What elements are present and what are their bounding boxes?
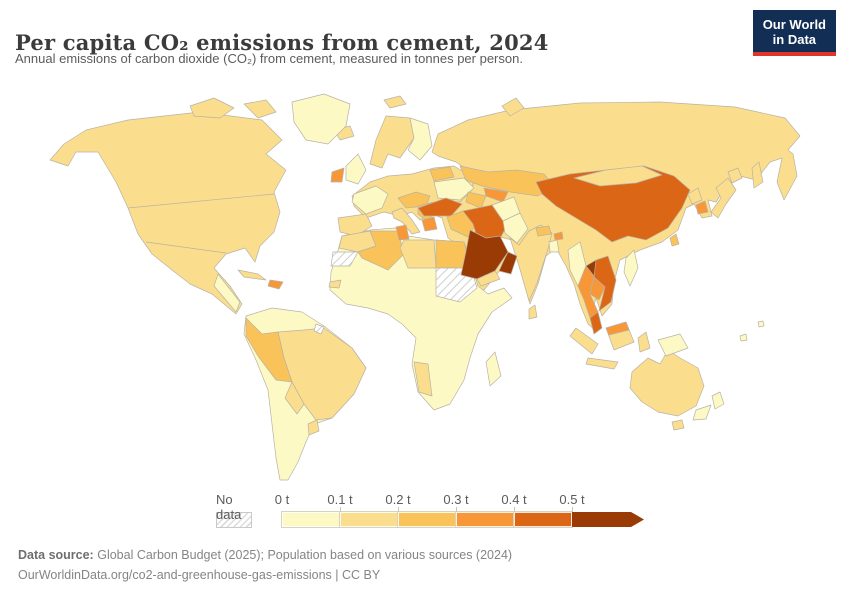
country-central-europe[interactable] (397, 191, 431, 209)
country-france[interactable] (351, 185, 389, 215)
country-mongolia[interactable] (573, 165, 663, 187)
country-south-korea[interactable] (695, 200, 709, 215)
legend-bin-label-2: 0.2 t (385, 492, 411, 507)
country-cuba[interactable] (237, 269, 267, 281)
footer-link-line[interactable]: OurWorldinData.org/co2-and-greenhouse-ga… (18, 568, 381, 582)
country-north-korea[interactable] (687, 187, 703, 205)
country-philippines[interactable] (623, 249, 639, 287)
country-uk[interactable] (345, 153, 367, 185)
country-yemen[interactable] (476, 270, 501, 287)
country-tunisia[interactable] (395, 224, 410, 241)
country-italy[interactable] (391, 207, 421, 235)
country-cambodia[interactable] (589, 276, 606, 301)
country-dominican-republic[interactable] (267, 279, 284, 290)
page-title: Per capita CO₂ emissions from cement, 20… (15, 30, 549, 56)
country-tasmania[interactable] (671, 419, 685, 431)
country-oman-uae[interactable] (498, 251, 518, 275)
country-pacific-islands[interactable] (739, 320, 765, 342)
legend-bin-3[interactable] (455, 511, 515, 528)
legend-tick (398, 507, 399, 512)
country-bangladesh[interactable] (548, 239, 560, 253)
country-western-sahara[interactable] (330, 251, 359, 267)
legend-bin-label-3: 0.3 t (443, 492, 469, 507)
country-india[interactable] (509, 224, 553, 302)
legend-bin-5[interactable] (572, 512, 644, 527)
country-sulawesi[interactable] (637, 331, 651, 353)
country-papua-new-guinea[interactable] (657, 333, 689, 357)
country-libya[interactable] (399, 239, 437, 269)
country-greece[interactable] (421, 216, 438, 232)
legend-no-data-swatch[interactable] (216, 512, 252, 528)
country-sri-lanka[interactable] (528, 304, 538, 320)
page-subtitle: Annual emissions of carbon dioxide (CO₂)… (15, 51, 523, 66)
country-scandinavia[interactable] (369, 115, 415, 169)
map-legend: No data 0 t 0.1 t 0.2 t 0.3 t 0.4 t 0.5 t (216, 492, 702, 528)
country-belarus[interactable] (429, 166, 455, 182)
country-central-america[interactable] (213, 273, 241, 313)
country-malaysia-peninsula[interactable] (589, 311, 603, 335)
country-arctic-islands[interactable] (189, 97, 277, 119)
legend-bin-label-5: 0.5 t (559, 492, 585, 507)
country-java[interactable] (585, 357, 619, 370)
country-turkey[interactable] (417, 197, 463, 217)
legend-tick (456, 507, 457, 512)
country-novaya-zemlya[interactable] (501, 97, 525, 117)
country-french-guiana[interactable] (313, 323, 325, 335)
data-source-label: Data source: (18, 548, 94, 562)
country-iberia[interactable] (337, 213, 373, 237)
country-sakhalin[interactable] (751, 161, 764, 189)
border-us-canada (127, 193, 275, 209)
country-greenland[interactable] (291, 93, 351, 145)
country-taiwan[interactable] (669, 233, 680, 247)
country-senegal[interactable] (328, 279, 342, 289)
country-new-zealand[interactable] (692, 391, 725, 421)
legend-bin-4[interactable] (513, 511, 573, 528)
legend-bin-label-1: 0.1 t (327, 492, 353, 507)
legend-no-data-label: No data (216, 492, 242, 522)
border-us-mexico (145, 241, 227, 254)
country-svalbard[interactable] (383, 95, 407, 109)
world-map (49, 93, 801, 481)
country-uruguay[interactable] (307, 419, 320, 436)
legend-bar: 0 t 0.1 t 0.2 t 0.3 t 0.4 t 0.5 t (275, 492, 702, 528)
legend-no-data[interactable]: No data (216, 492, 258, 528)
legend-tick (572, 507, 573, 512)
country-north-america-base[interactable] (49, 111, 287, 315)
country-malaysia-borneo[interactable] (605, 321, 630, 336)
country-australia[interactable] (629, 349, 705, 417)
legend-bin-label-0: 0 t (274, 492, 290, 507)
country-bolivia[interactable] (284, 381, 305, 415)
data-source-text: Global Carbon Budget (2025); Population … (97, 548, 513, 562)
legend-tick (340, 507, 341, 512)
country-sumatra[interactable] (569, 327, 599, 355)
country-namibia[interactable] (413, 361, 433, 397)
legend-tick (514, 507, 515, 512)
country-nepal[interactable] (535, 225, 552, 237)
country-finland[interactable] (407, 117, 433, 161)
legend-bin-label-4: 0.4 t (501, 492, 527, 507)
chart-footer: Data source: Global Carbon Budget (2025)… (18, 545, 512, 585)
country-japan[interactable] (710, 167, 743, 219)
owid-logo-line2: in Data (772, 32, 817, 47)
country-madagascar[interactable] (485, 351, 502, 387)
owid-logo-line1: Our World (762, 17, 826, 32)
country-bhutan[interactable] (553, 231, 564, 241)
owid-logo[interactable]: Our World in Data (752, 10, 836, 56)
country-pakistan[interactable] (502, 212, 529, 244)
country-ukraine[interactable] (433, 177, 475, 201)
legend-bin-2[interactable] (397, 511, 457, 528)
legend-bin-0[interactable] (281, 511, 341, 528)
data-source-line: Data source: Global Carbon Budget (2025)… (18, 545, 512, 565)
legend-bin-1[interactable] (339, 511, 399, 528)
country-ireland[interactable] (330, 167, 345, 183)
